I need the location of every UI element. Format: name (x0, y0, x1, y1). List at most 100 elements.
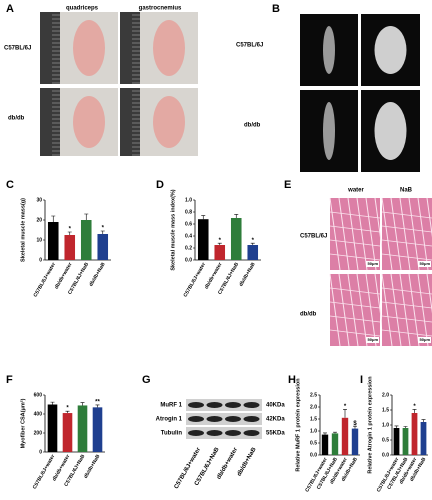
scale-bar-label: 50μm (420, 337, 431, 342)
error-bar (50, 401, 55, 405)
fiber-border (390, 197, 402, 271)
blot-band (206, 416, 223, 422)
y-tick-label: 0.8 (185, 209, 192, 215)
fiber-border (426, 197, 432, 238)
scale-bg (366, 337, 379, 343)
bar (62, 413, 73, 452)
y-tick-label: 2.0 (310, 404, 317, 410)
error-bar (353, 425, 357, 429)
muscle (73, 96, 105, 148)
blot-band (188, 430, 204, 436)
fiber-border (329, 315, 381, 323)
fiber-border (338, 197, 350, 271)
fiber-border (381, 225, 432, 233)
fiber-border (381, 287, 432, 295)
error-bar (84, 213, 89, 220)
protein-label: MuRF 1 (160, 403, 182, 409)
bar (214, 245, 226, 260)
column-label: quadriceps (66, 6, 99, 12)
error-bar (394, 425, 399, 428)
bar (402, 428, 409, 455)
error-bar (67, 231, 72, 235)
fiber-border (381, 253, 432, 261)
error-bar (421, 419, 426, 422)
x-tick-label: C57BL/6J+water (33, 262, 58, 299)
ruler (40, 12, 60, 84)
fiber-border (381, 211, 432, 219)
y-tick-label: 0.4 (185, 233, 192, 239)
y-tick-label: 2.0 (382, 392, 389, 398)
fiber-border (381, 273, 393, 347)
fiber-border (417, 197, 429, 271)
fiber-border (390, 273, 402, 347)
fiber-border (381, 315, 432, 323)
panel-label: C (6, 179, 14, 191)
y-tick-label: 1.0 (185, 197, 192, 203)
significance-mark: * (219, 238, 222, 244)
bar (321, 434, 329, 455)
significance-mark: * (69, 227, 72, 233)
y-tick-label: 20 (36, 217, 42, 223)
y-tick-label: 2.5 (310, 392, 317, 398)
blot-strip (186, 399, 262, 411)
significance-mark: * (413, 404, 416, 410)
protein-label: Atrogin 1 (156, 417, 183, 423)
size-label: 42KDa (266, 417, 285, 423)
panel-label: A (6, 3, 14, 15)
fiber-border (381, 329, 432, 337)
bar (47, 404, 58, 452)
fiber-border (399, 197, 411, 271)
y-axis-label: Myofiber CSA(μm²) (19, 398, 26, 448)
bar (341, 417, 349, 455)
xray-body (374, 26, 407, 74)
row-label: db/db (8, 116, 25, 122)
row-label: C57BL/6J (236, 43, 263, 49)
x-tick-label: C57BL/6J+water (32, 454, 57, 491)
scale-bg (418, 337, 431, 343)
error-bar (95, 404, 100, 408)
bar (92, 407, 103, 452)
lane-label: db/db+NaB (236, 446, 257, 477)
significance-mark: * (102, 226, 105, 232)
fiber-border (381, 197, 393, 271)
fiber-border (329, 253, 381, 261)
row-label: C57BL/6J (4, 46, 31, 52)
scale-bar-label: 50μm (368, 337, 379, 342)
blot-band (225, 402, 241, 408)
fiber-border (329, 287, 381, 295)
blot-band (243, 402, 260, 408)
fiber-border (329, 197, 341, 271)
row-label: C57BL/6J (300, 234, 327, 240)
y-tick-label: 1.5 (382, 407, 389, 413)
bar (420, 422, 427, 455)
error-bar (403, 426, 408, 428)
y-tick-label: 200 (34, 430, 43, 436)
significance-mark: * (252, 238, 255, 244)
blot-strip (186, 413, 262, 425)
fiber-border (329, 273, 341, 347)
xray-body (323, 102, 335, 160)
blot-band (188, 402, 204, 408)
y-tick-label: 0.0 (382, 452, 389, 458)
error-bar (100, 230, 105, 234)
panel-label: E (284, 179, 291, 191)
panel-label: H (288, 374, 296, 386)
error-bar (65, 410, 70, 414)
fiber-border (347, 197, 359, 271)
blot-band (225, 430, 241, 436)
scale-bar-label: 50μm (368, 261, 379, 266)
y-tick-label: 0.5 (382, 437, 389, 443)
fiber-border (426, 273, 432, 314)
xray-body (323, 26, 335, 74)
error-bar (333, 431, 337, 434)
y-tick-label: 0.0 (185, 257, 192, 263)
y-axis-label: Relative MuRF 1 protein expression (295, 378, 301, 472)
fiber-border (329, 211, 381, 219)
panel-label: G (142, 374, 151, 386)
blot-band (225, 416, 241, 422)
y-axis-label: Skeletal muscle mass(g) (20, 198, 26, 262)
panel-label: F (6, 374, 13, 386)
scale-bg (366, 261, 379, 267)
row-label: db/db (300, 312, 317, 318)
